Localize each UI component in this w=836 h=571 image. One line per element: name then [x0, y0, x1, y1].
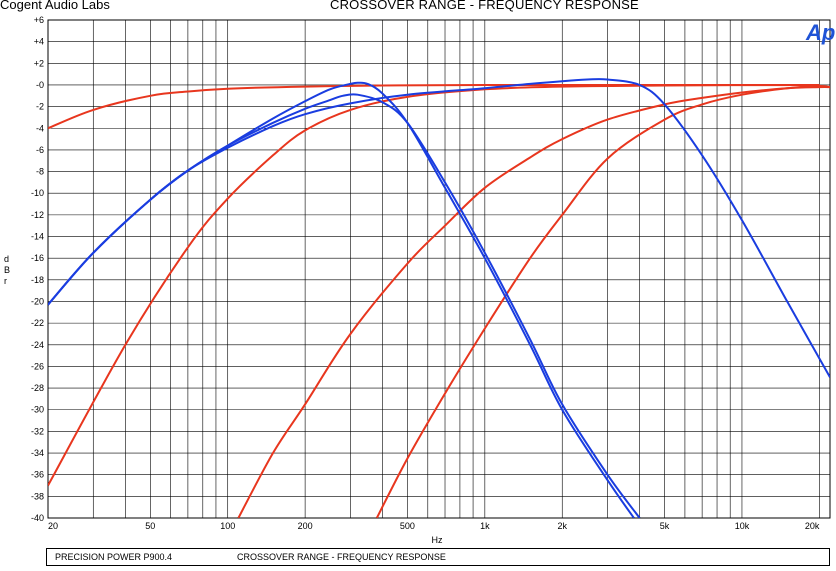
y-tick-label: -6: [36, 145, 44, 155]
chart-title: CROSSOVER RANGE - FREQUENCY RESPONSE: [330, 0, 639, 12]
footer-bar: PRECISION POWER P900.4 CROSSOVER RANGE -…: [46, 548, 830, 566]
y-axis-label-char: d: [4, 254, 9, 264]
x-tick-label: 5k: [660, 521, 670, 531]
y-tick-label: -26: [31, 361, 44, 371]
x-tick-label: 1k: [480, 521, 490, 531]
y-tick-label: -16: [31, 253, 44, 263]
x-tick-label: 10k: [735, 521, 750, 531]
y-tick-label: -36: [31, 470, 44, 480]
y-tick-label: +4: [34, 37, 44, 47]
x-axis-label: Hz: [432, 535, 443, 545]
y-tick-label: -30: [31, 405, 44, 415]
x-tick-label: 20k: [805, 521, 820, 531]
y-axis-label-char: B: [4, 265, 10, 275]
y-tick-label: -40: [31, 513, 44, 523]
grid-lines: [47, 19, 831, 519]
series-line-red-2: [237, 86, 830, 518]
x-tick-label: 20: [48, 521, 58, 531]
x-tick-labels: 20 50 100 200 500 1k 2k 5k 10k 20k: [48, 521, 820, 531]
y-tick-label: -32: [31, 426, 44, 436]
crossover-chart: +6 +4 +2 -0 -2 -4 -6 -8 -10 -12 -14 -16 -18 -20 -22 -24…: [4, 15, 835, 545]
response-curves: [48, 78, 830, 518]
brand-label: Cogent Audio Labs: [0, 0, 110, 12]
y-tick-label: -12: [31, 210, 44, 220]
y-tick-label: -4: [36, 123, 44, 133]
y-tick-labels: +6 +4 +2 -0 -2 -4 -6 -8 -10 -12 -14 -16 -18 -20 -22 -24…: [31, 15, 44, 523]
footer-device-label: PRECISION POWER P900.4: [55, 552, 173, 562]
series-line-blue-6: [48, 78, 830, 378]
y-tick-label: -24: [31, 340, 44, 350]
y-tick-label: -34: [31, 448, 44, 458]
y-tick-label: -0: [36, 80, 44, 90]
plot-frame: [47, 19, 831, 519]
y-tick-label: -18: [31, 275, 44, 285]
y-axis-label-char: r: [4, 276, 7, 286]
y-tick-label: -8: [36, 167, 44, 177]
series-line-red-1: [48, 84, 820, 486]
x-tick-label: 200: [298, 521, 313, 531]
x-tick-label: 2k: [557, 521, 567, 531]
x-tick-label: 100: [220, 521, 235, 531]
series-line-blue-4: [48, 93, 641, 518]
footer-title-label: CROSSOVER RANGE - FREQUENCY RESPONSE: [237, 552, 446, 562]
y-tick-label: -14: [31, 232, 44, 242]
y-tick-label: -20: [31, 296, 44, 306]
x-tick-label: 50: [145, 521, 155, 531]
y-tick-label: -22: [31, 318, 44, 328]
x-tick-label: 500: [400, 521, 415, 531]
y-tick-label: -38: [31, 491, 44, 501]
y-tick-label: +2: [34, 58, 44, 68]
y-tick-label: -10: [31, 188, 44, 198]
series-line-red-3: [375, 84, 830, 518]
y-tick-label: -2: [36, 102, 44, 112]
ap-logo: Ap: [805, 20, 835, 45]
y-tick-label: -28: [31, 383, 44, 393]
y-tick-label: +6: [34, 15, 44, 25]
